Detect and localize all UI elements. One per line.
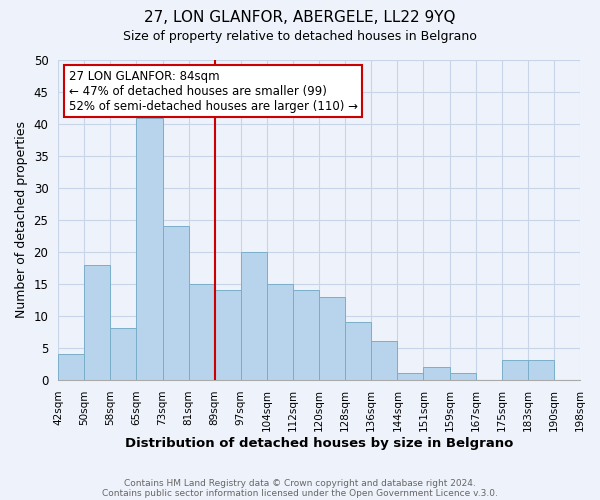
Y-axis label: Number of detached properties: Number of detached properties [15, 122, 28, 318]
Bar [424, 367, 449, 380]
Bar [110, 328, 136, 380]
Bar [449, 373, 476, 380]
Text: Contains public sector information licensed under the Open Government Licence v.: Contains public sector information licen… [102, 488, 498, 498]
Bar [267, 284, 293, 380]
Bar [397, 373, 424, 380]
Bar [293, 290, 319, 380]
Bar [319, 296, 345, 380]
Bar [188, 284, 215, 380]
Bar [136, 118, 163, 380]
Bar [163, 226, 188, 380]
Bar [528, 360, 554, 380]
Bar [215, 290, 241, 380]
Text: Size of property relative to detached houses in Belgrano: Size of property relative to detached ho… [123, 30, 477, 43]
X-axis label: Distribution of detached houses by size in Belgrano: Distribution of detached houses by size … [125, 437, 513, 450]
Bar [84, 264, 110, 380]
Bar [345, 322, 371, 380]
Bar [502, 360, 528, 380]
Bar [371, 341, 397, 380]
Text: 27 LON GLANFOR: 84sqm
← 47% of detached houses are smaller (99)
52% of semi-deta: 27 LON GLANFOR: 84sqm ← 47% of detached … [68, 70, 358, 112]
Bar [241, 252, 267, 380]
Text: Contains HM Land Registry data © Crown copyright and database right 2024.: Contains HM Land Registry data © Crown c… [124, 478, 476, 488]
Bar [58, 354, 84, 380]
Text: 27, LON GLANFOR, ABERGELE, LL22 9YQ: 27, LON GLANFOR, ABERGELE, LL22 9YQ [144, 10, 456, 25]
